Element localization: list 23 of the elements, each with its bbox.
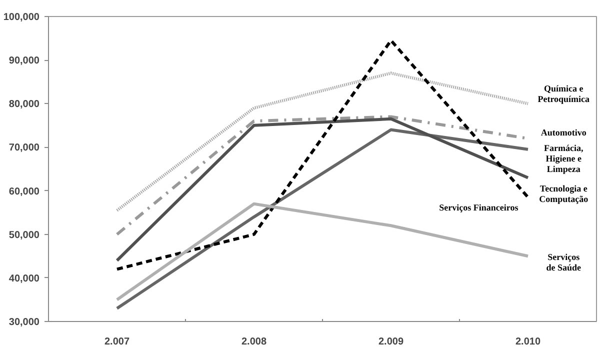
y-tick-label: 40,000 <box>8 273 40 284</box>
x-tick-label: 2.010 <box>515 336 541 347</box>
series-label: Tecnologia e Computação <box>539 183 589 204</box>
x-tick-label: 2.009 <box>378 336 404 347</box>
line-series <box>116 202 530 302</box>
line-series <box>116 38 530 271</box>
y-tick-label: 60,000 <box>8 186 40 198</box>
y-tick-label: 50,000 <box>8 230 40 241</box>
series-label: Automotivo <box>540 128 587 138</box>
line-series <box>116 72 530 212</box>
line-series <box>116 117 530 262</box>
line-series <box>116 128 530 310</box>
series-label: Química e Petroquímica <box>538 83 590 104</box>
y-tick-label: 70,000 <box>8 142 40 154</box>
series-label: Farmácia, Higiene e Limpeza <box>544 142 584 174</box>
y-tick-label: 80,000 <box>8 99 40 110</box>
y-tick-label: 30,000 <box>8 317 40 328</box>
text: Serviços de Saúde <box>546 252 582 272</box>
x-tick-label: 2.008 <box>241 336 267 347</box>
y-tick-label: 90,000 <box>8 56 40 67</box>
x-tick-label: 2.007 <box>104 336 130 347</box>
series-label: Serviços Financeiros <box>439 202 519 212</box>
y-tick-label: 100,000 <box>3 12 40 23</box>
